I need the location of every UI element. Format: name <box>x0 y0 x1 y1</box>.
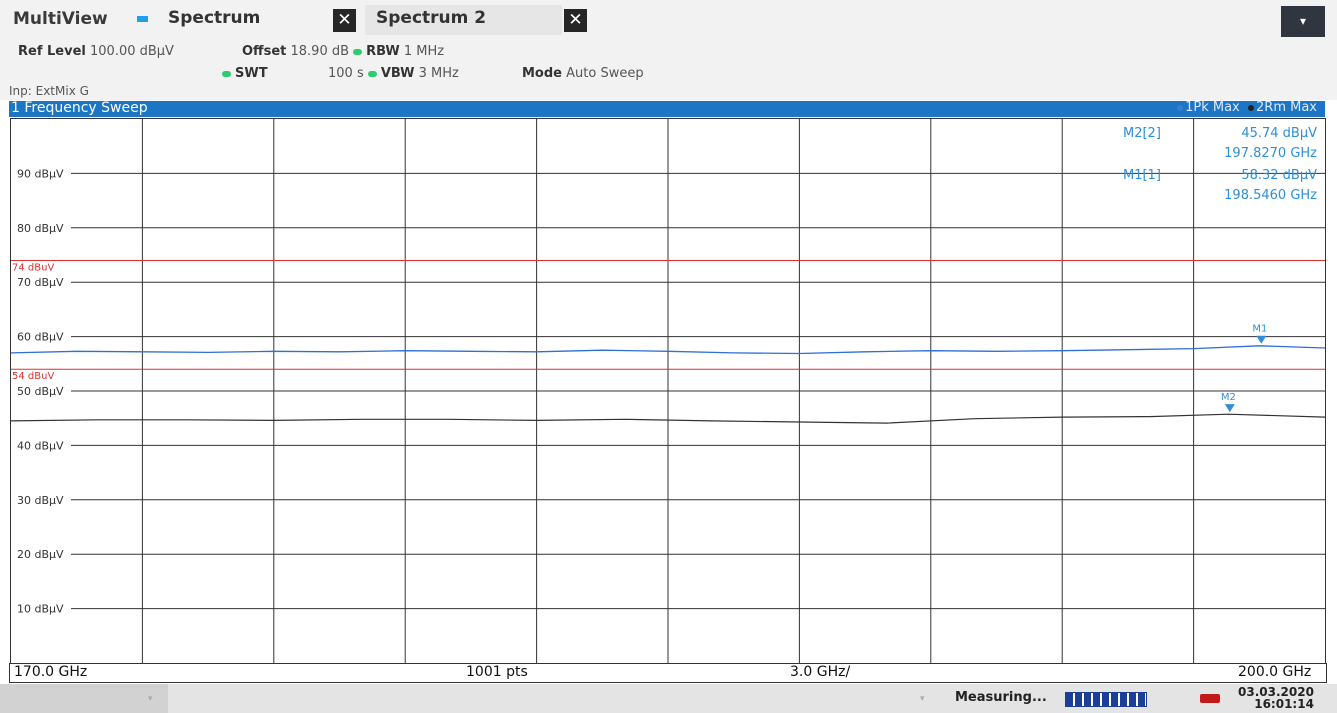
status-left-tab[interactable] <box>0 684 168 713</box>
limit-line-label: 74 dBuV <box>12 262 54 273</box>
y-tick-label: 40 dBµV <box>17 439 64 452</box>
tab-spectrum-2-background[interactable] <box>365 5 562 35</box>
vbw: 100 s VBW 3 MHz <box>328 66 459 81</box>
start-frequency: 170.0 GHz <box>14 664 88 680</box>
offset: Offset 18.90 dB RBW 1 MHz <box>242 44 445 59</box>
tab-color-marker <box>137 16 148 22</box>
tab-spectrum[interactable]: Spectrum <box>168 8 261 28</box>
frequency-span: 3.0 GHz/ <box>790 664 851 680</box>
sweep-points: 1001 pts <box>466 664 528 680</box>
spectrum-graph: 90 dBµV 80 dBµV 70 dBµV 60 dBµV 50 dBµV 40 dB… <box>10 118 1326 664</box>
marker-label: M1 <box>1252 324 1267 335</box>
y-tick-label: 70 dBµV <box>17 276 64 289</box>
marker-label: M2 <box>1221 392 1236 403</box>
date-time: 03.03.2020 16:01:14 <box>1238 685 1314 711</box>
trace-1-line <box>10 345 1326 355</box>
trace-window-title: 1 Frequency Sweep <box>11 100 148 116</box>
trace-2-line <box>10 413 1326 424</box>
marker-table-frequency: 198.5460 GHz <box>1224 188 1317 203</box>
y-tick-label: 50 dBµV <box>17 385 64 398</box>
y-tick-label: 60 dBµV <box>17 331 64 344</box>
brand-logo-icon <box>1200 694 1220 703</box>
chevron-down-icon: ▾ <box>920 694 925 704</box>
marker-table-value: 58.32 dBµV <box>1241 168 1317 183</box>
close-tab-spectrum-2-button[interactable]: ✕ <box>564 9 587 32</box>
stop-frequency: 200.0 GHz <box>1238 664 1312 680</box>
status-bar: ▾ ▾ Measuring... 03.03.2020 16:01:14 <box>0 684 1337 713</box>
marker-triangle <box>1256 335 1267 344</box>
close-tab-spectrum-button[interactable]: ✕ <box>333 9 356 32</box>
y-tick-label: 10 dBµV <box>17 603 64 616</box>
input-label: Inp: ExtMix G <box>9 84 89 98</box>
sweep-mode: Mode Auto Sweep <box>522 66 644 81</box>
y-tick-label: 30 dBµV <box>17 494 64 507</box>
y-tick-label: 20 dBµV <box>17 548 64 561</box>
legend-dot-1 <box>1177 104 1184 111</box>
progress-bar <box>1065 692 1147 707</box>
legend-entry-1: 1Pk Max <box>1185 100 1240 115</box>
marker-table-value: 45.74 dBµV <box>1241 126 1317 141</box>
title-bar: MultiView Spectrum ✕ Spectrum 2 ✕ ▾ <box>0 0 1337 40</box>
marker-triangle <box>1224 404 1235 413</box>
trace-window-header: 1 Frequency Sweep 1Pk Max 2Rm Max <box>9 100 1325 117</box>
chevron-down-icon: ▾ <box>148 694 153 704</box>
spectrum-plot: 90 dBµV 80 dBµV 70 dBµV 60 dBµV 50 dBµV 40 dB… <box>10 119 1326 663</box>
legend-dot-2 <box>1248 104 1255 111</box>
measuring-status: Measuring... <box>955 690 1047 705</box>
marker-table-id: M2[2] <box>1123 126 1161 141</box>
parameter-panel: Ref Level 100.00 dBµV Offset 18.90 dB RB… <box>0 40 1337 100</box>
limit-line-label: 54 dBuV <box>12 371 54 382</box>
y-tick-label: 80 dBµV <box>17 222 64 235</box>
dropdown-button[interactable]: ▾ <box>1281 6 1325 37</box>
marker-table-id: M1[1] <box>1123 168 1161 183</box>
marker-table-frequency: 197.8270 GHz <box>1224 146 1317 161</box>
y-tick-label: 90 dBµV <box>17 167 64 180</box>
trace-legend: 1Pk Max 2Rm Max <box>1177 100 1317 115</box>
ref-level: Ref Level 100.00 dBµV <box>18 44 174 59</box>
legend-entry-2: 2Rm Max <box>1256 100 1317 115</box>
swt: SWT <box>222 66 268 81</box>
app-title: MultiView <box>13 9 108 29</box>
tab-spectrum-2[interactable]: Spectrum 2 <box>376 8 487 28</box>
frequency-axis-bar: 170.0 GHz 1001 pts 3.0 GHz/ 200.0 GHz <box>9 663 1327 683</box>
